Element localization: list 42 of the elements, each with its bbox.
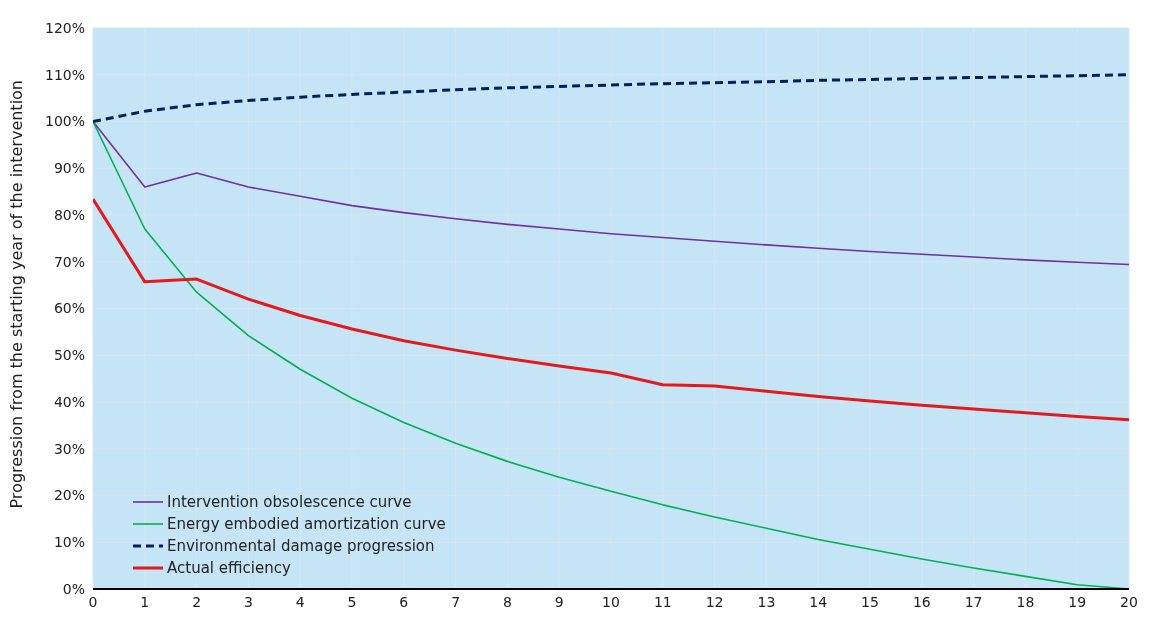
legend-label: Actual efficiency: [167, 558, 291, 579]
x-tick-label: 6: [399, 593, 409, 610]
x-tick-label: 18: [1016, 593, 1035, 610]
x-tick-label: 15: [861, 593, 879, 610]
x-tick-label: 0: [88, 593, 98, 610]
x-tick-label: 20: [1120, 593, 1138, 610]
y-tick-label: 20%: [53, 487, 85, 504]
y-tick-label: 40%: [53, 393, 85, 410]
line-series: [93, 73, 1129, 123]
y-tick-label: 70%: [53, 253, 85, 270]
y-tick-label: 80%: [53, 206, 85, 223]
y-tick-label: 100%: [44, 113, 85, 130]
x-tick-label: 4: [295, 593, 305, 610]
x-tick-label: 9: [554, 593, 564, 610]
x-tick-label: 5: [347, 593, 357, 610]
x-tick-label: 3: [243, 593, 253, 610]
y-tick-label: 60%: [53, 300, 85, 317]
legend-label: Intervention obsolescence curve: [167, 492, 412, 513]
y-tick-label: 90%: [53, 160, 85, 177]
y-tick-label: 120%: [44, 19, 85, 36]
line-series: [93, 197, 1129, 422]
y-tick-label: 0%: [62, 580, 85, 597]
line-series: [93, 120, 1129, 266]
x-tick-label: 12: [705, 593, 724, 610]
x-tick-label: 10: [602, 593, 620, 610]
x-tick-label: 11: [653, 593, 672, 610]
x-tick-label: 7: [451, 593, 461, 610]
y-tick-label: 50%: [53, 347, 85, 364]
x-tick-label: 13: [757, 593, 776, 610]
x-tick-label: 1: [140, 593, 150, 610]
legend-label: Environmental damage progression: [167, 536, 435, 557]
x-tick-label: 16: [912, 593, 931, 610]
legend-label: Energy embodied amortization curve: [167, 514, 446, 535]
x-tick-label: 2: [192, 593, 202, 610]
x-tick-label: 19: [1068, 593, 1087, 610]
x-tick-label: 17: [964, 593, 983, 610]
y-axis-title: Progression from the starting year of the intervention: [6, 79, 26, 509]
x-tick-label: 8: [502, 593, 512, 610]
y-tick-label: 110%: [44, 66, 85, 83]
y-tick-label: 10%: [53, 534, 85, 551]
x-tick-label: 14: [809, 593, 828, 610]
y-tick-label: 30%: [53, 440, 85, 457]
